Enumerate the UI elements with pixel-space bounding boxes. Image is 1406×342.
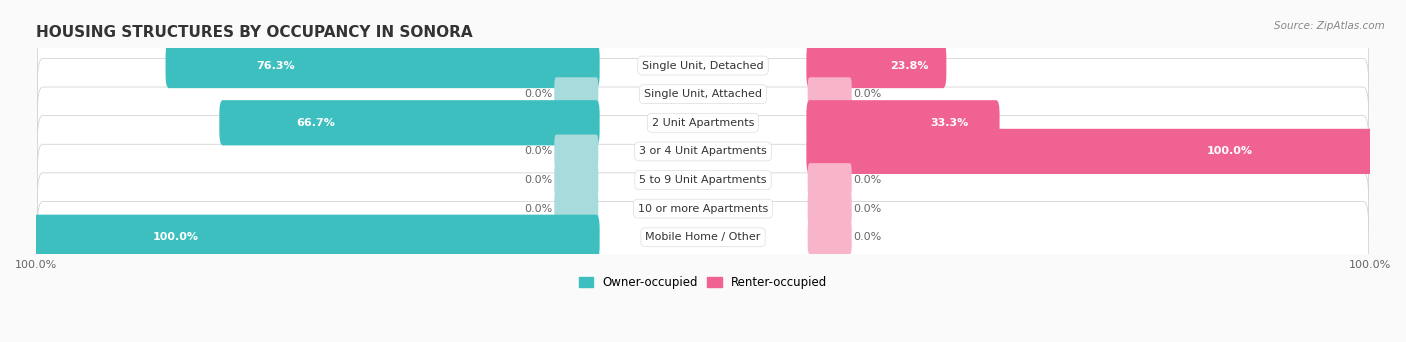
Text: 0.0%: 0.0% xyxy=(853,232,882,242)
Text: 0.0%: 0.0% xyxy=(524,175,553,185)
FancyBboxPatch shape xyxy=(807,43,946,88)
Text: 33.3%: 33.3% xyxy=(931,118,969,128)
Text: 2 Unit Apartments: 2 Unit Apartments xyxy=(652,118,754,128)
FancyBboxPatch shape xyxy=(32,215,599,260)
Text: 0.0%: 0.0% xyxy=(853,175,882,185)
Text: 0.0%: 0.0% xyxy=(524,89,553,99)
Legend: Owner-occupied, Renter-occupied: Owner-occupied, Renter-occupied xyxy=(574,272,832,294)
FancyBboxPatch shape xyxy=(807,77,852,111)
Text: 66.7%: 66.7% xyxy=(297,118,336,128)
Text: Single Unit, Detached: Single Unit, Detached xyxy=(643,61,763,70)
FancyBboxPatch shape xyxy=(807,192,852,225)
Text: Source: ZipAtlas.com: Source: ZipAtlas.com xyxy=(1274,21,1385,30)
FancyBboxPatch shape xyxy=(554,77,599,111)
Text: 0.0%: 0.0% xyxy=(853,89,882,99)
FancyBboxPatch shape xyxy=(807,220,852,254)
Text: 0.0%: 0.0% xyxy=(524,203,553,214)
Text: Mobile Home / Other: Mobile Home / Other xyxy=(645,232,761,242)
Text: 0.0%: 0.0% xyxy=(853,203,882,214)
FancyBboxPatch shape xyxy=(38,116,1368,187)
Text: 23.8%: 23.8% xyxy=(890,61,929,70)
FancyBboxPatch shape xyxy=(219,100,599,145)
Text: 3 or 4 Unit Apartments: 3 or 4 Unit Apartments xyxy=(640,146,766,156)
FancyBboxPatch shape xyxy=(807,100,1000,145)
FancyBboxPatch shape xyxy=(38,201,1368,273)
Text: 5 to 9 Unit Apartments: 5 to 9 Unit Apartments xyxy=(640,175,766,185)
Text: 100.0%: 100.0% xyxy=(153,232,200,242)
FancyBboxPatch shape xyxy=(38,87,1368,159)
FancyBboxPatch shape xyxy=(554,134,599,168)
Text: Single Unit, Attached: Single Unit, Attached xyxy=(644,89,762,99)
Text: 0.0%: 0.0% xyxy=(524,146,553,156)
Text: 76.3%: 76.3% xyxy=(256,61,295,70)
FancyBboxPatch shape xyxy=(554,163,599,197)
FancyBboxPatch shape xyxy=(166,43,599,88)
FancyBboxPatch shape xyxy=(38,173,1368,245)
FancyBboxPatch shape xyxy=(38,30,1368,101)
Text: 10 or more Apartments: 10 or more Apartments xyxy=(638,203,768,214)
FancyBboxPatch shape xyxy=(38,58,1368,130)
FancyBboxPatch shape xyxy=(554,192,599,225)
FancyBboxPatch shape xyxy=(807,163,852,197)
FancyBboxPatch shape xyxy=(807,129,1374,174)
FancyBboxPatch shape xyxy=(38,144,1368,216)
Text: HOUSING STRUCTURES BY OCCUPANCY IN SONORA: HOUSING STRUCTURES BY OCCUPANCY IN SONOR… xyxy=(37,25,472,40)
Text: 100.0%: 100.0% xyxy=(1206,146,1253,156)
